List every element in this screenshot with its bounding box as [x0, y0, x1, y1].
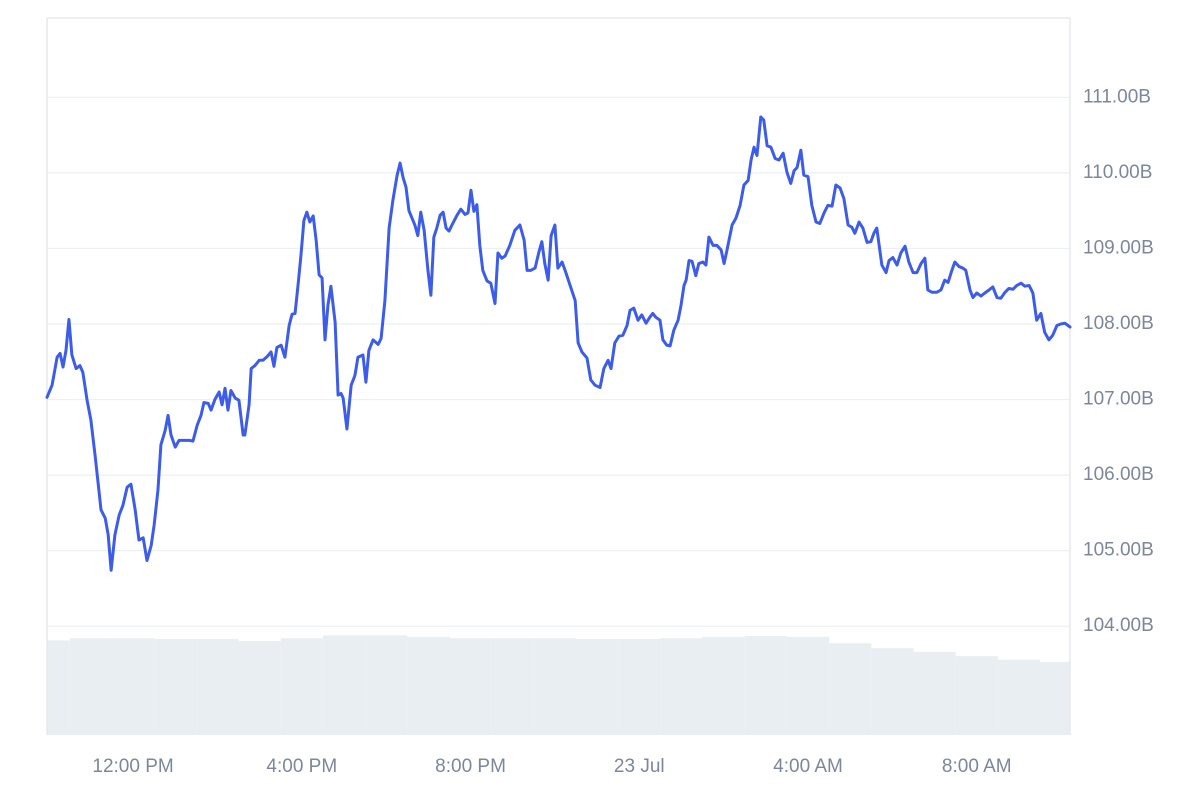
- volume-bar: [238, 641, 281, 735]
- volume-bar: [576, 638, 619, 735]
- volume-bar: [47, 640, 70, 735]
- y-tick-label: 107.00B: [1083, 389, 1154, 410]
- volume-bar: [407, 636, 450, 735]
- volume-bar: [449, 638, 492, 735]
- volume-bar: [111, 638, 155, 735]
- volume-bar: [660, 638, 703, 735]
- x-tick-label: 4:00 AM: [773, 756, 843, 777]
- volume-bar: [829, 643, 872, 735]
- grid-layer: [47, 96, 1070, 627]
- volume-bar: [871, 648, 914, 735]
- volume-bar: [1040, 661, 1070, 735]
- x-tick-label: 8:00 PM: [435, 756, 506, 777]
- volume-bar: [618, 638, 661, 735]
- volume-bar: [786, 636, 830, 735]
- price-line: [45, 115, 1072, 572]
- volume-bar: [154, 638, 197, 735]
- labels-layer: 104.00B 105.00B 106.00B 107.00B 108.00B 109.0…: [92, 86, 1153, 777]
- volume-layer: [47, 635, 1070, 735]
- volume-bar: [365, 635, 408, 735]
- y-tick-label: 105.00B: [1083, 540, 1154, 561]
- x-tick-label: 8:00 AM: [942, 756, 1012, 777]
- volume-bar: [491, 638, 534, 735]
- x-tick-label: 4:00 PM: [266, 756, 337, 777]
- volume-bar: [280, 638, 323, 735]
- volume-bar: [913, 651, 956, 735]
- y-tick-label: 104.00B: [1083, 615, 1154, 636]
- volume-bar: [322, 635, 366, 735]
- y-tick-label: 111.00B: [1083, 86, 1151, 107]
- volume-bar: [69, 638, 112, 735]
- y-tick-label: 106.00B: [1083, 464, 1154, 485]
- volume-bar: [744, 636, 787, 735]
- volume-bar: [997, 659, 1041, 735]
- volume-bar: [955, 656, 998, 735]
- volume-bar: [196, 638, 239, 735]
- y-tick-label: 109.00B: [1083, 237, 1154, 258]
- y-tick-label: 110.00B: [1083, 162, 1152, 183]
- volume-bar: [702, 636, 745, 735]
- marks-layer: [45, 115, 1072, 572]
- x-tick-label: 12:00 PM: [92, 756, 173, 777]
- x-tick-label: 23 Jul: [614, 756, 665, 777]
- volume-bar: [533, 638, 577, 735]
- y-tick-label: 108.00B: [1083, 313, 1154, 334]
